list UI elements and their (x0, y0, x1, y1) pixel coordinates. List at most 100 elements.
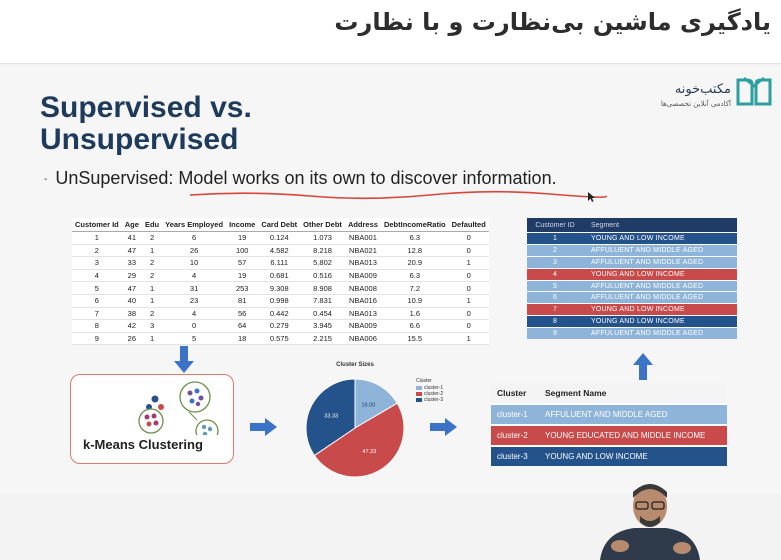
table-cell: 4 (72, 269, 122, 283)
slide-title-line1: Supervised vs. (40, 91, 252, 124)
cluster-bubbles-illustration (138, 381, 219, 435)
table-cell: 2 (141, 231, 163, 245)
table-cell: 7 (72, 307, 122, 321)
legend-item: cluster-1 (416, 385, 443, 391)
table-row: 2 47 1 26 100 4.582 8.218 NBA021 12.8 0 (72, 244, 489, 258)
column-header: Income (226, 218, 259, 232)
table-cell: 1 (448, 332, 489, 346)
legend-swatch (416, 392, 422, 396)
slide-title-line2: Unsupervised (40, 123, 239, 156)
pie-data-label: 47.33 (362, 449, 376, 455)
pie-data-label: 16.00 (362, 403, 376, 409)
table-cell: 19 (226, 269, 259, 283)
table-cell: 6.111 (258, 256, 301, 270)
segment-row-id: 9 (553, 330, 557, 338)
cluster-header: Cluster (497, 388, 527, 398)
table-cell: 9.308 (258, 281, 301, 295)
table-cell: NBA009 (344, 269, 381, 283)
table-cell: 8.218 (300, 244, 345, 258)
arrow-down-icon (174, 346, 194, 373)
table-cell: 0.279 (258, 319, 301, 333)
table-cell: NBA008 (344, 281, 381, 295)
table-cell: 57 (226, 256, 259, 270)
table-cell: 47 (121, 281, 142, 295)
table-cell: 3 (72, 256, 122, 270)
lesson-title: یادگیری ماشین بی‌نظارت و با نظارت (334, 8, 771, 36)
column-header: Edu (141, 218, 163, 232)
legend-label: cluster-2 (424, 391, 444, 397)
segment-row-id: 6 (553, 294, 557, 302)
segment-row: 4 YOUNG AND LOW INCOME (527, 267, 737, 280)
legend-swatch (416, 398, 422, 402)
segment-row-id: 5 (553, 282, 557, 290)
column-header: Customer Id (72, 218, 122, 232)
table-cell: 4 (162, 307, 227, 321)
table-cell: 0.124 (258, 231, 301, 245)
column-header: Address (344, 218, 381, 232)
bullet-dot-icon: - (44, 173, 48, 185)
book-icon (736, 77, 772, 106)
table-cell: 0.516 (300, 269, 345, 283)
table-cell: 41 (121, 231, 142, 245)
table-cell: NBA016 (344, 294, 381, 308)
table-cell: 1 (141, 294, 163, 308)
segment-row-id: 2 (553, 246, 557, 254)
segment-row-id: 3 (553, 258, 557, 266)
table-cell: 0.681 (258, 269, 301, 283)
segment-row-label: AFFULUENT AND MIDDLE AGED (591, 246, 704, 254)
cluster-row: cluster-2 YOUNG EDUCATED AND MIDDLE INCOM… (491, 424, 727, 445)
table-cell: 1.073 (300, 231, 345, 245)
slide-title: Supervised vs. Unsupervised (40, 92, 252, 156)
cluster-row-id: cluster-3 (497, 452, 528, 461)
table-cell: NBA013 (344, 307, 381, 321)
cluster-table-rows: cluster-1 AFFULUENT AND MIDDLE AGED cluste… (491, 403, 727, 466)
pie-chart: Cluster Sizes 16.00 47.33 33.33 (300, 362, 410, 482)
table-cell: 4.582 (258, 244, 301, 258)
cluster-row-name: AFFULUENT AND MIDDLE AGED (545, 410, 668, 419)
segment-row-id: 8 (553, 318, 557, 326)
segment-panel: Customer ID Segment 1 YOUNG AND LOW INCOM… (527, 218, 737, 340)
table-cell: 0.442 (258, 307, 301, 321)
mouse-cursor-icon (588, 192, 595, 202)
cluster-row-id: cluster-2 (497, 431, 528, 440)
legend-item: cluster-2 (416, 391, 443, 397)
bullet-suffix: . (551, 168, 557, 188)
table-cell: 0 (162, 319, 227, 333)
legend-title: Cluster (416, 378, 432, 384)
table-cell: 31 (162, 281, 227, 295)
segment-row-id: 4 (553, 270, 557, 278)
table-cell: NBA001 (344, 231, 381, 245)
table-cell: 81 (226, 294, 259, 308)
pie-data-label: 33.33 (324, 413, 338, 419)
table-cell: 26 (162, 244, 227, 258)
table-cell: 1 (448, 294, 489, 308)
table-cell: 3 (141, 319, 163, 333)
cluster-row: cluster-3 YOUNG AND LOW INCOME (491, 445, 727, 466)
table-cell: 0 (448, 269, 489, 283)
table-row: 9 26 1 5 18 0.575 2.215 NBA006 15.5 1 (72, 332, 489, 346)
segment-row-label: AFFULUENT AND MIDDLE AGED (591, 258, 704, 266)
table-cell: 1 (141, 281, 163, 295)
segment-row: 2 AFFULUENT AND MIDDLE AGED (527, 243, 737, 256)
segment-header-segment: Segment (591, 221, 620, 229)
cluster-row-name: YOUNG EDUCATED AND MIDDLE INCOME (545, 431, 706, 440)
table-cell: 8.908 (300, 281, 345, 295)
maktabkhooneh-logo: مکتب‌خونه آکادمی آنلاین تخصصی‌ها (661, 68, 777, 112)
segment-row-label: YOUNG AND LOW INCOME (591, 234, 685, 242)
table-cell: 0 (448, 307, 489, 321)
table-cell: 56 (226, 307, 259, 321)
segment-row-label: YOUNG AND LOW INCOME (591, 318, 685, 326)
legend-label: cluster-3 (424, 397, 444, 403)
table-header-row: Customer Id Age Edu Years Employed Income Car… (72, 218, 489, 232)
table-cell: 6.3 (380, 231, 449, 245)
segment-row: 3 AFFULUENT AND MIDDLE AGED (527, 255, 737, 268)
cluster-segment-table: Cluster Segment Name cluster-1 AFFULUENT … (491, 383, 727, 466)
table-cell: 18 (226, 332, 259, 346)
table-cell: 20.9 (380, 256, 449, 270)
segment-row-label: AFFULUENT AND MIDDLE AGED (591, 330, 704, 338)
segment-row: 6 AFFULUENT AND MIDDLE AGED (527, 291, 737, 304)
table-cell: 5 (72, 281, 122, 295)
cluster-row: cluster-1 AFFULUENT AND MIDDLE AGED (491, 403, 727, 424)
table-cell: 6.3 (380, 269, 449, 283)
table-cell: 3.945 (300, 319, 345, 333)
